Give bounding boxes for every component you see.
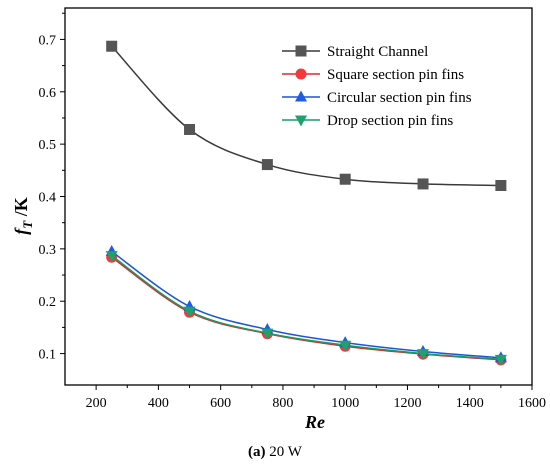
y-tick-label: 0.6 bbox=[39, 86, 57, 101]
legend-marker bbox=[295, 115, 307, 127]
legend-entry: Straight Channel bbox=[282, 44, 428, 60]
legend: Straight Channel Square section pin fins C… bbox=[282, 44, 472, 129]
data-point bbox=[184, 123, 196, 135]
caption-prefix: (a) bbox=[248, 444, 266, 460]
x-tick-label: 1600 bbox=[518, 396, 546, 411]
series-0 bbox=[106, 40, 507, 192]
y-tick-label: 0.7 bbox=[39, 33, 57, 48]
data-point bbox=[339, 173, 351, 185]
data-point bbox=[183, 306, 196, 318]
legend-label: Circular section pin fins bbox=[327, 90, 472, 106]
x-tick-label: 600 bbox=[210, 396, 231, 411]
data-point bbox=[417, 178, 429, 190]
caption-text: 20 W bbox=[265, 444, 302, 460]
x-tick-label: 1000 bbox=[331, 396, 359, 411]
data-point bbox=[495, 180, 507, 192]
y-axis-label-main: f bbox=[11, 227, 31, 235]
legend-entry: Square section pin fins bbox=[282, 67, 464, 83]
legend-entry: Circular section pin fins bbox=[282, 90, 472, 106]
data-point bbox=[494, 354, 507, 366]
series-line bbox=[111, 255, 501, 361]
legend-marker bbox=[295, 90, 307, 102]
data-point bbox=[106, 40, 118, 52]
x-axis-label: Re bbox=[304, 412, 325, 432]
legend-label: Straight Channel bbox=[327, 44, 428, 60]
series-line bbox=[111, 250, 501, 359]
y-axis-label: fT /K bbox=[11, 197, 35, 234]
y-tick-label: 0.2 bbox=[39, 295, 57, 310]
legend-marker bbox=[295, 45, 307, 57]
x-tick-label: 800 bbox=[272, 396, 293, 411]
x-tick-label: 200 bbox=[86, 396, 107, 411]
y-tick-label: 0.5 bbox=[39, 138, 57, 153]
axis-ticks: 200 400 600 800 1000 1200 1400 1600 0.1 0.2 0.3 0.4… bbox=[39, 12, 546, 411]
x-tick-label: 1200 bbox=[393, 396, 421, 411]
data-point bbox=[417, 349, 430, 361]
series-3 bbox=[105, 251, 507, 366]
y-tick-label: 0.3 bbox=[39, 243, 57, 258]
series-2 bbox=[105, 244, 507, 363]
data-point bbox=[105, 251, 118, 263]
legend-label: Square section pin fins bbox=[327, 67, 464, 83]
series-line bbox=[111, 256, 501, 361]
legend-marker bbox=[295, 68, 307, 80]
data-point bbox=[261, 159, 273, 171]
x-tick-label: 400 bbox=[148, 396, 169, 411]
figure-caption: (a) 20 W bbox=[0, 444, 550, 461]
legend-label: Drop section pin fins bbox=[327, 113, 453, 129]
y-axis-label-rest: /K bbox=[11, 197, 31, 221]
plot-frame bbox=[64, 7, 533, 386]
data-point bbox=[261, 328, 274, 340]
series-1 bbox=[106, 251, 507, 366]
x-tick-label: 1400 bbox=[456, 396, 484, 411]
data-point bbox=[339, 340, 352, 352]
legend-entry: Drop section pin fins bbox=[282, 113, 453, 129]
y-tick-label: 0.1 bbox=[39, 348, 57, 363]
y-tick-label: 0.4 bbox=[39, 191, 57, 206]
y-axis-label-subscript: T bbox=[20, 220, 35, 229]
line-chart: 200 400 600 800 1000 1200 1400 1600 0.1 0.2 0.3 0.4… bbox=[11, 7, 546, 432]
plot-border bbox=[64, 7, 533, 386]
series-layer bbox=[105, 40, 507, 366]
